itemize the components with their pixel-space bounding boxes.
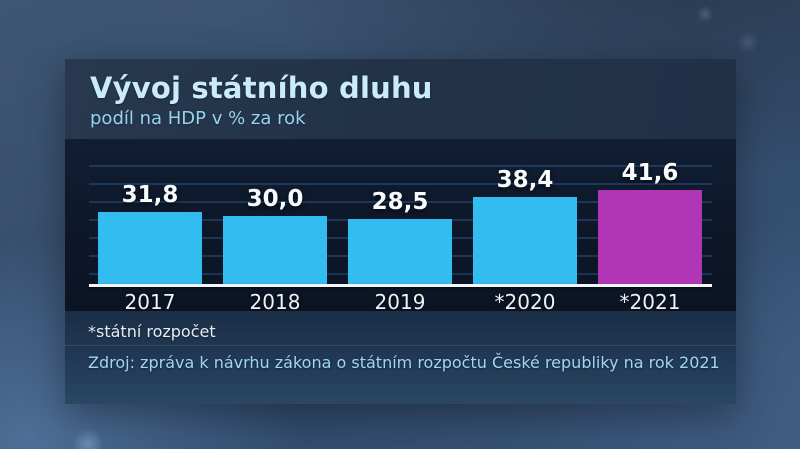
chart-title: Vývoj státního dluhu	[90, 71, 433, 105]
chart-footer: *státní rozpočet Zdroj: zpráva k návrhu …	[65, 311, 736, 404]
bar-value-label-2021: 41,6	[621, 159, 679, 186]
bar-group-2020: 38,4	[462, 166, 588, 284]
infographic-panel: Vývoj státního dluhu podíl na HDP v % za…	[65, 59, 736, 404]
bar-2020	[473, 197, 577, 284]
bar-chart: 31,8 30,0 28,5 38,4 41,6 2017 2018 2019 *2020 *2…	[65, 139, 736, 311]
bar-group-2018: 30,0	[212, 185, 338, 284]
bar-2019	[348, 219, 452, 284]
gridline	[89, 201, 712, 203]
bar-value-label-2018: 30,0	[246, 185, 304, 212]
gridline	[89, 183, 712, 185]
bar-group-2019: 28,5	[337, 188, 463, 284]
x-axis-label-2018: 2018	[249, 290, 301, 311]
bar-value-label-2020: 38,4	[496, 166, 554, 193]
chart-subtitle: podíl na HDP v % za rok	[90, 108, 306, 129]
bar-group-2017: 31,8	[87, 181, 213, 284]
x-axis-label-2021: *2021	[619, 290, 681, 311]
source-line: Zdroj: zpráva k návrhu zákona o státním …	[88, 353, 720, 372]
bar-value-label-2017: 31,8	[121, 181, 179, 208]
bar-2018	[223, 216, 327, 284]
bar-2021	[598, 190, 702, 284]
chart-header: Vývoj státního dluhu podíl na HDP v % za…	[65, 59, 736, 139]
footnote: *státní rozpočet	[88, 322, 216, 341]
footer-divider	[65, 345, 736, 347]
bar-2017	[98, 212, 202, 284]
bar-value-label-2019: 28,5	[371, 188, 429, 215]
bar-group-2021: 41,6	[587, 159, 713, 284]
x-axis-line	[89, 284, 712, 287]
x-axis-label-2017: 2017	[124, 290, 176, 311]
x-axis-label-2020: *2020	[494, 290, 556, 311]
x-axis-label-2019: 2019	[374, 290, 426, 311]
gridline	[89, 165, 712, 167]
